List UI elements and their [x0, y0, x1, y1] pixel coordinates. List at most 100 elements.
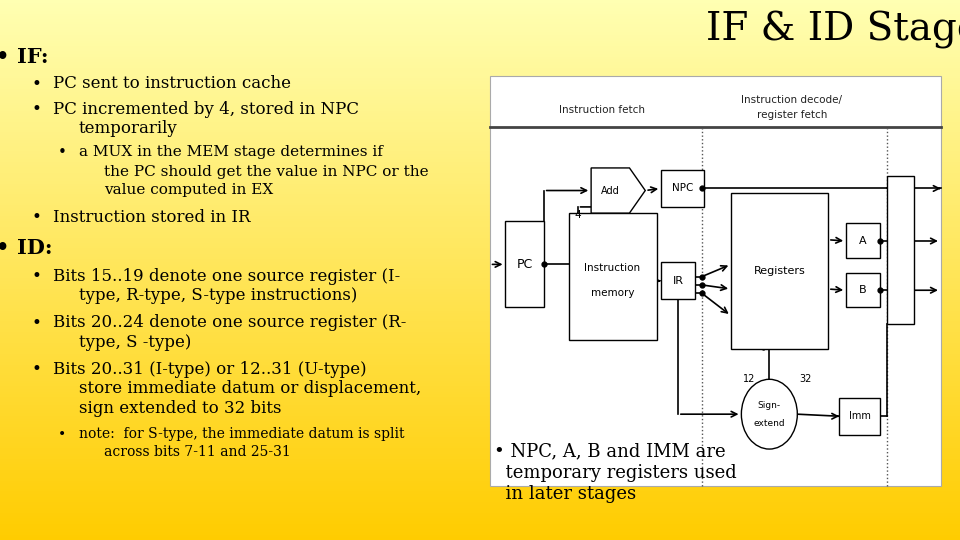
Text: type, S -type): type, S -type) [79, 334, 191, 351]
Bar [0, 313, 960, 316]
Bar [0, 424, 960, 427]
Bar [0, 421, 960, 424]
Bar [0, 32, 960, 35]
Bar [0, 486, 960, 489]
Text: IR: IR [672, 276, 684, 286]
Bar [0, 416, 960, 418]
Bar [0, 200, 960, 202]
Text: 32: 32 [800, 374, 811, 384]
Bar [839, 398, 880, 435]
Bar [0, 240, 960, 243]
Bar [0, 481, 960, 483]
Text: note:  for S-type, the immediate datum is split: note: for S-type, the immediate datum is… [79, 427, 404, 441]
Bar [0, 259, 960, 262]
Bar [0, 86, 960, 89]
Bar [0, 448, 960, 451]
Bar [0, 238, 960, 240]
Text: NPC: NPC [672, 184, 693, 193]
Bar [0, 451, 960, 454]
Bar [0, 462, 960, 464]
Bar [0, 375, 960, 378]
Bar [0, 73, 960, 76]
Bar [0, 359, 960, 362]
Bar [0, 162, 960, 165]
Bar [0, 472, 960, 475]
Bar [568, 213, 657, 340]
Bar [0, 30, 960, 32]
Bar [0, 184, 960, 186]
Bar [0, 170, 960, 173]
Bar [0, 178, 960, 181]
Bar [0, 103, 960, 105]
Bar [0, 59, 960, 62]
Bar [0, 186, 960, 189]
Bar [0, 524, 960, 526]
Bar [0, 176, 960, 178]
Bar [0, 224, 960, 227]
Text: a MUX in the MEM stage determines if: a MUX in the MEM stage determines if [79, 145, 383, 159]
Text: •: • [32, 360, 41, 379]
Bar [0, 367, 960, 370]
Bar [0, 105, 960, 108]
Bar [0, 119, 960, 122]
Bar [0, 351, 960, 354]
Bar [0, 443, 960, 445]
Bar [0, 248, 960, 251]
Text: Instruction stored in IR: Instruction stored in IR [53, 208, 251, 226]
Text: •: • [0, 238, 10, 259]
Text: •: • [58, 427, 66, 441]
Bar [0, 508, 960, 510]
Text: value computed in EX: value computed in EX [104, 183, 273, 197]
Bar [0, 262, 960, 265]
Bar [0, 181, 960, 184]
Text: A: A [859, 236, 867, 246]
Bar [0, 132, 960, 135]
Bar [0, 151, 960, 154]
Bar [0, 256, 960, 259]
Bar [0, 491, 960, 494]
Text: • NPC, A, B and IMM are: • NPC, A, B and IMM are [494, 442, 726, 460]
Bar [0, 346, 960, 348]
Bar [0, 497, 960, 500]
Bar [0, 84, 960, 86]
Bar [0, 332, 960, 335]
Bar [0, 529, 960, 532]
Text: across bits 7-11 and 25-31: across bits 7-11 and 25-31 [104, 445, 291, 459]
Bar [0, 14, 960, 16]
Text: Imm: Imm [849, 411, 871, 421]
Text: extend: extend [754, 418, 785, 428]
Bar [0, 251, 960, 254]
Bar [0, 321, 960, 324]
Bar [0, 38, 960, 40]
Text: Bits 15..19 denote one source register (I-: Bits 15..19 denote one source register (… [53, 268, 400, 285]
Bar [0, 65, 960, 68]
Bar [0, 197, 960, 200]
Bar [0, 89, 960, 92]
Bar [0, 413, 960, 416]
Bar [0, 427, 960, 429]
Bar [0, 302, 960, 305]
Bar [0, 348, 960, 351]
Bar [0, 5, 960, 8]
Bar [0, 173, 960, 176]
Text: Instruction fetch: Instruction fetch [560, 105, 645, 116]
Bar [0, 305, 960, 308]
Bar [0, 194, 960, 197]
Text: ID:: ID: [17, 238, 53, 259]
Bar [0, 146, 960, 148]
Bar [0, 502, 960, 505]
Bar [0, 526, 960, 529]
Bar [0, 208, 960, 211]
Text: IF:: IF: [17, 46, 49, 67]
Bar [0, 219, 960, 221]
Bar [0, 338, 960, 340]
Bar [0, 143, 960, 146]
Bar [505, 221, 543, 307]
Bar [0, 343, 960, 346]
Bar [0, 94, 960, 97]
Bar [0, 513, 960, 516]
Bar [0, 432, 960, 435]
Bar [0, 202, 960, 205]
Bar [731, 193, 828, 348]
Bar [0, 46, 960, 49]
